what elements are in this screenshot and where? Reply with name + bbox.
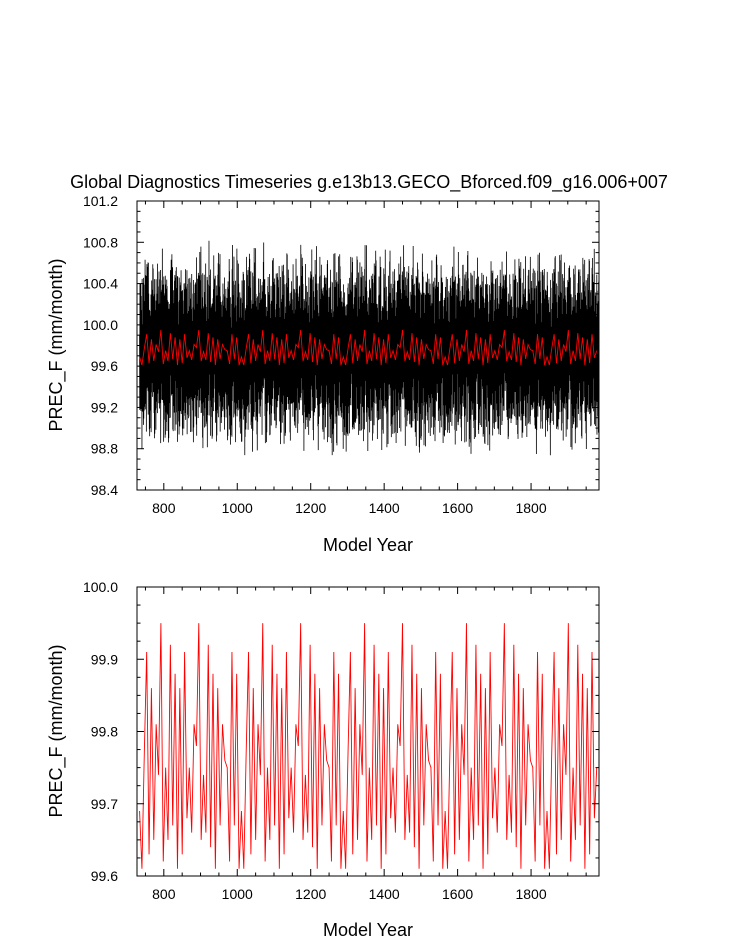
top-y-tick-label: 98.4 bbox=[91, 482, 118, 498]
bottom-x-axis-label: Model Year bbox=[323, 920, 413, 940]
top-y-tick-label: 100.8 bbox=[83, 234, 118, 250]
bottom-y-tick-label: 100.0 bbox=[83, 579, 118, 595]
top-series-annual-line bbox=[139, 329, 598, 366]
top-y-tick-label: 98.8 bbox=[91, 441, 118, 457]
bottom-series-annual-line bbox=[139, 623, 598, 869]
chart-title: Global Diagnostics Timeseries g.e13b13.G… bbox=[70, 172, 668, 193]
bottom-x-tick-label: 1400 bbox=[369, 886, 400, 902]
bottom-y-tick-label: 99.9 bbox=[91, 651, 118, 667]
top-x-axis-label: Model Year bbox=[323, 535, 413, 555]
bottom-panel: 800 1000 1200 1400 1600 1800 99.6 99.7 99.8 99.9 1… bbox=[46, 579, 600, 940]
top-x-tick-label: 1400 bbox=[369, 500, 400, 516]
bottom-y-tick-label: 99.6 bbox=[91, 868, 118, 884]
top-y-tick-label: 101.2 bbox=[83, 193, 118, 209]
top-x-tick-label: 1000 bbox=[222, 500, 253, 516]
top-series-monthly-line bbox=[139, 240, 599, 456]
top-y-tick-label: 99.2 bbox=[91, 399, 118, 415]
top-y-tick-label: 100.0 bbox=[83, 317, 118, 333]
top-x-tick-label: 800 bbox=[152, 500, 176, 516]
bottom-y-tick-label: 99.8 bbox=[91, 724, 118, 740]
bottom-x-tick-label: 800 bbox=[152, 886, 176, 902]
bottom-x-tick-label: 1000 bbox=[222, 886, 253, 902]
bottom-x-tick-label: 1200 bbox=[295, 886, 326, 902]
bottom-y-tick-label: 99.7 bbox=[91, 796, 118, 812]
bottom-plot-area bbox=[139, 623, 598, 869]
top-plot-area bbox=[139, 240, 599, 456]
bottom-x-tick-label: 1800 bbox=[515, 886, 546, 902]
top-y-axis-label: PREC_F (mm/month) bbox=[46, 258, 67, 431]
top-x-tick-label: 1200 bbox=[295, 500, 326, 516]
top-x-tick-label: 1600 bbox=[442, 500, 473, 516]
top-y-tick-label: 99.6 bbox=[91, 358, 118, 374]
top-axes: 800 1000 1200 1400 1600 1800 98.4 98.8 99.2 99.6 1… bbox=[83, 193, 600, 516]
bottom-y-axis-label: PREC_F (mm/month) bbox=[46, 644, 67, 817]
top-y-tick-label: 100.4 bbox=[83, 276, 118, 292]
bottom-x-tick-label: 1600 bbox=[442, 886, 473, 902]
top-panel: 800 1000 1200 1400 1600 1800 98.4 98.8 99.2 99.6 1… bbox=[46, 193, 600, 555]
top-x-tick-label: 1800 bbox=[515, 500, 546, 516]
bottom-axes: 800 1000 1200 1400 1600 1800 99.6 99.7 99.8 99.9 1… bbox=[83, 579, 600, 902]
